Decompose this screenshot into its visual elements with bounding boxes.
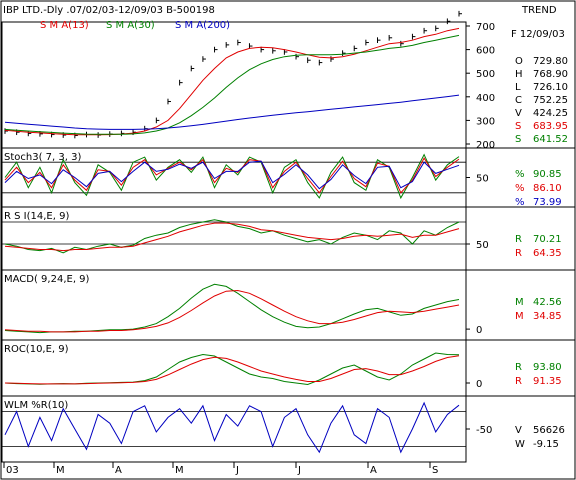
x-tick-label: A [115,465,122,476]
panel-title: ROC(10,E, 9) [4,344,69,355]
x-tick-label: J [235,465,239,476]
panel-title: WLM %R(10) [4,400,68,411]
panel-title: R S I(14,E, 9) [4,211,69,222]
series-value-prefix: % [515,169,525,180]
series-line [4,355,460,385]
trend-label: TREND [521,5,557,16]
series-line [4,94,460,130]
x-tick-label: M [175,465,184,476]
quote-label: L [515,82,521,93]
y-tick-label: 300 [476,116,495,127]
series-value: 91.35 [533,376,562,387]
panel-frame [1,206,467,271]
series-value: 70.21 [533,234,562,245]
wlm-value-label: W [515,439,525,450]
series-value: 86.10 [533,183,562,194]
series-value: 90.85 [533,169,562,180]
y-tick-label: 0 [476,325,482,336]
series-line [4,157,460,194]
quote-value: 641.52 [533,134,568,145]
y-tick-label: 50 [476,174,489,185]
series-value-prefix: R [515,362,522,373]
series-value: 34.85 [533,311,562,322]
panel-frame [1,395,467,463]
chart-labels: IBP LTD.-Dly .07/02/03-12/09/03 B-500198… [3,5,565,40]
quote-label: H [515,69,523,80]
y-tick-label: 500 [476,69,495,80]
series-value: 64.35 [533,248,562,259]
series-value-prefix: % [515,183,525,194]
quote-label: C [515,95,522,106]
series-value: 73.99 [533,197,562,208]
quote-label: V [515,108,522,119]
series-line [4,219,460,254]
series-value-prefix: M [515,311,524,322]
quote-label: S [515,121,521,132]
wlm-value: -9.15 [533,439,559,450]
series-line [4,401,460,454]
panel-frame [1,21,467,149]
y-tick-label: 200 [476,140,495,151]
quote-value: 768.90 [533,69,568,80]
series-value-prefix: M [515,297,524,308]
x-tick-label: J [297,465,301,476]
quote-value: 752.25 [533,95,568,106]
x-tick-label: A [370,465,377,476]
wlm-value-label: V [515,425,522,436]
series-value: 42.56 [533,297,562,308]
y-tick-label: 600 [476,46,495,57]
series-line [4,160,460,190]
series-line [4,289,460,333]
x-tick-label: 03 [6,465,19,476]
y-tick-label: 0 [476,379,482,390]
x-tick-label: M [56,465,65,476]
panel-title: Stoch3( 7, 3, 3) [4,152,81,163]
sma13-label: S M A(13) [40,20,89,31]
sma200-label: S M A(200) [175,20,230,31]
series-line [4,283,460,334]
quote-value: 729.80 [533,56,568,67]
series-line [4,27,460,136]
quote-value: 683.95 [533,121,568,132]
quote-label: O [515,56,523,67]
series-value-prefix: R [515,376,522,387]
y-tick-label: 400 [476,93,495,104]
quote-value: 424.25 [533,108,568,119]
y-tick-label: 50 [476,240,489,251]
x-tick-label: S [432,465,438,476]
panel-frame [1,339,467,397]
quote-value: 726.10 [533,82,568,93]
series-line [4,222,460,252]
y-tick-label: 700 [476,22,495,33]
series-value: 93.80 [533,362,562,373]
panel-title: MACD( 9,24,E, 9) [4,274,90,285]
series-value-prefix: R [515,234,522,245]
quote-label: S [515,134,521,145]
chart-title: IBP LTD.-Dly .07/02/03-12/09/03 B-500198 [3,5,215,16]
series-line [4,352,460,386]
date-label: F 12/09/03 [511,29,565,40]
series-line [4,34,460,135]
series-value-prefix: R [515,248,522,259]
series-value-prefix: % [515,197,525,208]
wlm-value: 56626 [533,425,565,436]
sma30-label: S M A(30) [106,20,155,31]
y-tick-label: -50 [476,425,492,436]
